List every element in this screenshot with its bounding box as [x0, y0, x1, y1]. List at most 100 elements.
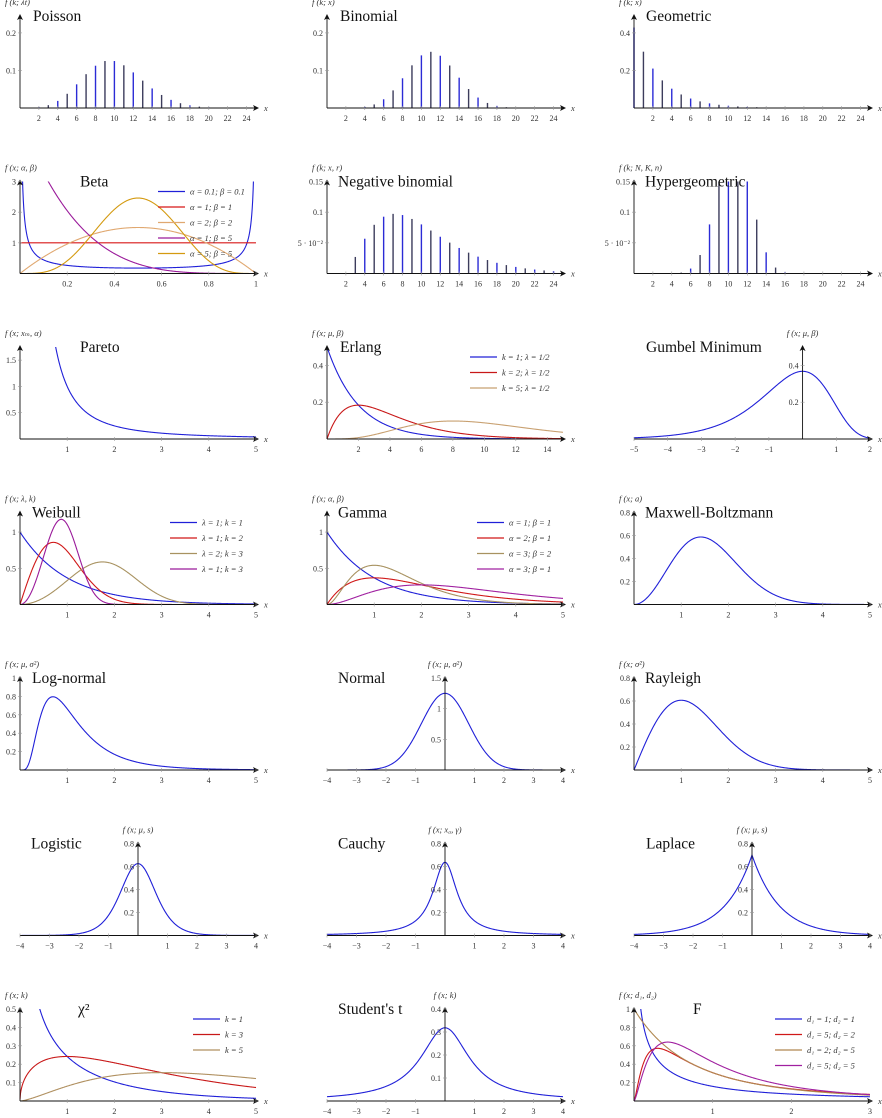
chart--: xf (x; k)1 2 3 4 50.10.20.30.40.5 χ²k = 1k = …	[5, 990, 268, 1116]
x-tick-label: 20	[205, 114, 213, 123]
x-tick-label: 22	[838, 280, 846, 289]
x-tick-label: 1	[834, 445, 838, 454]
y-tick-label: 0.8	[620, 674, 630, 683]
series-line-1	[633, 370, 871, 439]
x-tick-label: 8	[401, 114, 405, 123]
x-tick-label: 1	[473, 1107, 477, 1116]
x-tick-label: 8	[708, 114, 712, 123]
series-line-1	[640, 1009, 871, 1098]
x-axis-label: x	[263, 434, 268, 444]
chart-title: Normal	[338, 670, 385, 687]
chart-cauchy: x f (x; x₀, γ) −4 −3 −2 −1 1 2 3 4 0.2 0.4 0.6 0.8 Cau…	[323, 825, 575, 951]
plot-area	[19, 1009, 257, 1101]
x-axis-label: x	[570, 931, 575, 941]
x-axis-label: x	[570, 434, 575, 444]
y-tick-label: 0.2	[313, 29, 323, 38]
x-axis-label: x	[263, 600, 268, 610]
x-tick-label: 2	[356, 445, 360, 454]
series-line-4	[633, 1041, 871, 1101]
chart-title: Log-normal	[32, 670, 106, 687]
x-tick-label: −4	[323, 942, 332, 951]
chart-title: Student's t	[338, 1001, 403, 1018]
y-tick-label: 0.15	[616, 178, 630, 187]
x-tick-label: 0.4	[109, 280, 119, 289]
x-tick-label: −3	[659, 942, 668, 951]
x-axis-label: x	[877, 434, 882, 444]
x-axis-label: x	[877, 1096, 882, 1106]
x-tick-label: 24	[857, 114, 865, 123]
x-tick-label: −4	[16, 942, 25, 951]
x-tick-label: 2	[502, 942, 506, 951]
x-tick-label: 3	[532, 1107, 536, 1116]
x-tick-label: 1	[711, 1107, 715, 1116]
chart-title: Geometric	[646, 8, 712, 25]
y-tick-label: 0.1	[431, 1074, 441, 1083]
x-tick-label: 1	[65, 1107, 69, 1116]
y-tick-label: 1	[12, 674, 16, 683]
legend-label: λ = 1; k = 3	[201, 564, 243, 574]
chart-title: Gumbel Minimum	[646, 339, 762, 356]
y-tick-label: 0.1	[313, 66, 323, 75]
y-tick-label: 1	[12, 382, 16, 391]
x-tick-label: 2	[789, 1107, 793, 1116]
x-tick-label: 2	[112, 1107, 116, 1116]
y-tick-label: 0.6	[124, 863, 134, 872]
x-tick-label: 6	[689, 280, 693, 289]
x-tick-label: 2	[112, 445, 116, 454]
y-tick-label: 0.4	[620, 29, 630, 38]
legend-label: α = 5; β = 5	[190, 249, 232, 259]
x-tick-label: −1	[718, 942, 727, 951]
y-tick-label: 0.6	[6, 711, 16, 720]
y-tick-label: 1	[319, 528, 323, 537]
y-tick-label: 0.8	[431, 840, 441, 849]
x-tick-label: 14	[762, 114, 770, 123]
chart-f: x f (x; d₁, d₂) 1 2 3 0.2 0.4 0.6 0.8 1 Fd₁ = 1; d…	[619, 990, 882, 1116]
series-line-4	[19, 518, 256, 605]
plot-area	[20, 696, 256, 770]
y-axis-label: f (x; xₘ, α)	[5, 328, 42, 338]
x-tick-label: 5	[868, 776, 872, 785]
y-axis-label: f (x; k)	[5, 990, 28, 1000]
chart-title: Beta	[80, 174, 109, 191]
x-tick-label: 1	[65, 445, 69, 454]
x-tick-label: 1	[65, 611, 69, 620]
x-axis-label: x	[877, 931, 882, 941]
y-tick-label: 3	[12, 178, 16, 187]
x-tick-label: 2	[344, 114, 348, 123]
x-tick-label: −2	[382, 776, 391, 785]
x-tick-label: 0.2	[62, 280, 72, 289]
y-tick-label: 0.6	[738, 863, 748, 872]
x-tick-label: 0.6	[157, 280, 167, 289]
x-tick-label: 1	[473, 942, 477, 951]
chart-title: Weibull	[32, 505, 81, 522]
x-tick-label: 2	[419, 611, 423, 620]
x-tick-label: 4	[207, 611, 211, 620]
chart-laplace: x f (x; μ, s) −4 −3 −2 −1 1 2 3 4 0.2 0.4 0.6 0.8 Lapl…	[630, 825, 882, 951]
series-line-3	[326, 564, 563, 605]
x-tick-label: −4	[663, 445, 672, 454]
x-tick-label: 2	[726, 776, 730, 785]
x-tick-label: 8	[708, 280, 712, 289]
x-tick-label: 6	[419, 445, 423, 454]
y-tick-label: 1	[626, 1005, 630, 1014]
chart-title: Rayleigh	[645, 670, 701, 687]
x-tick-label: 16	[167, 114, 175, 123]
x-tick-label: 14	[543, 445, 551, 454]
y-axis-label: f (x; d₁, d₂)	[619, 990, 657, 1000]
series-line-1	[55, 347, 257, 438]
x-tick-label: 1	[372, 611, 376, 620]
y-axis-label: f (k; N, K, n)	[619, 163, 662, 173]
x-tick-label: 16	[474, 114, 482, 123]
legend-label: α = 2; β = 2	[190, 218, 233, 228]
legend-label: α = 3; β = 1	[509, 564, 551, 574]
x-tick-label: 16	[474, 280, 482, 289]
x-tick-label: −2	[382, 1107, 391, 1116]
x-tick-label: −1	[765, 445, 774, 454]
y-tick-label: 1.5	[431, 674, 441, 683]
chart-title: Cauchy	[338, 836, 386, 853]
x-tick-label: 8	[401, 280, 405, 289]
y-axis-label: f (x; α, β)	[5, 163, 37, 173]
y-tick-label: 0.1	[6, 66, 16, 75]
x-tick-label: 3	[839, 942, 843, 951]
